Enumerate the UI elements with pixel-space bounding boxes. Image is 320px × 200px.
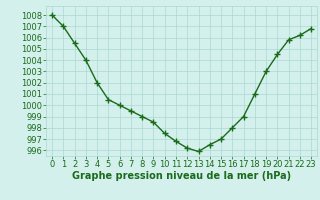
X-axis label: Graphe pression niveau de la mer (hPa): Graphe pression niveau de la mer (hPa): [72, 171, 291, 181]
